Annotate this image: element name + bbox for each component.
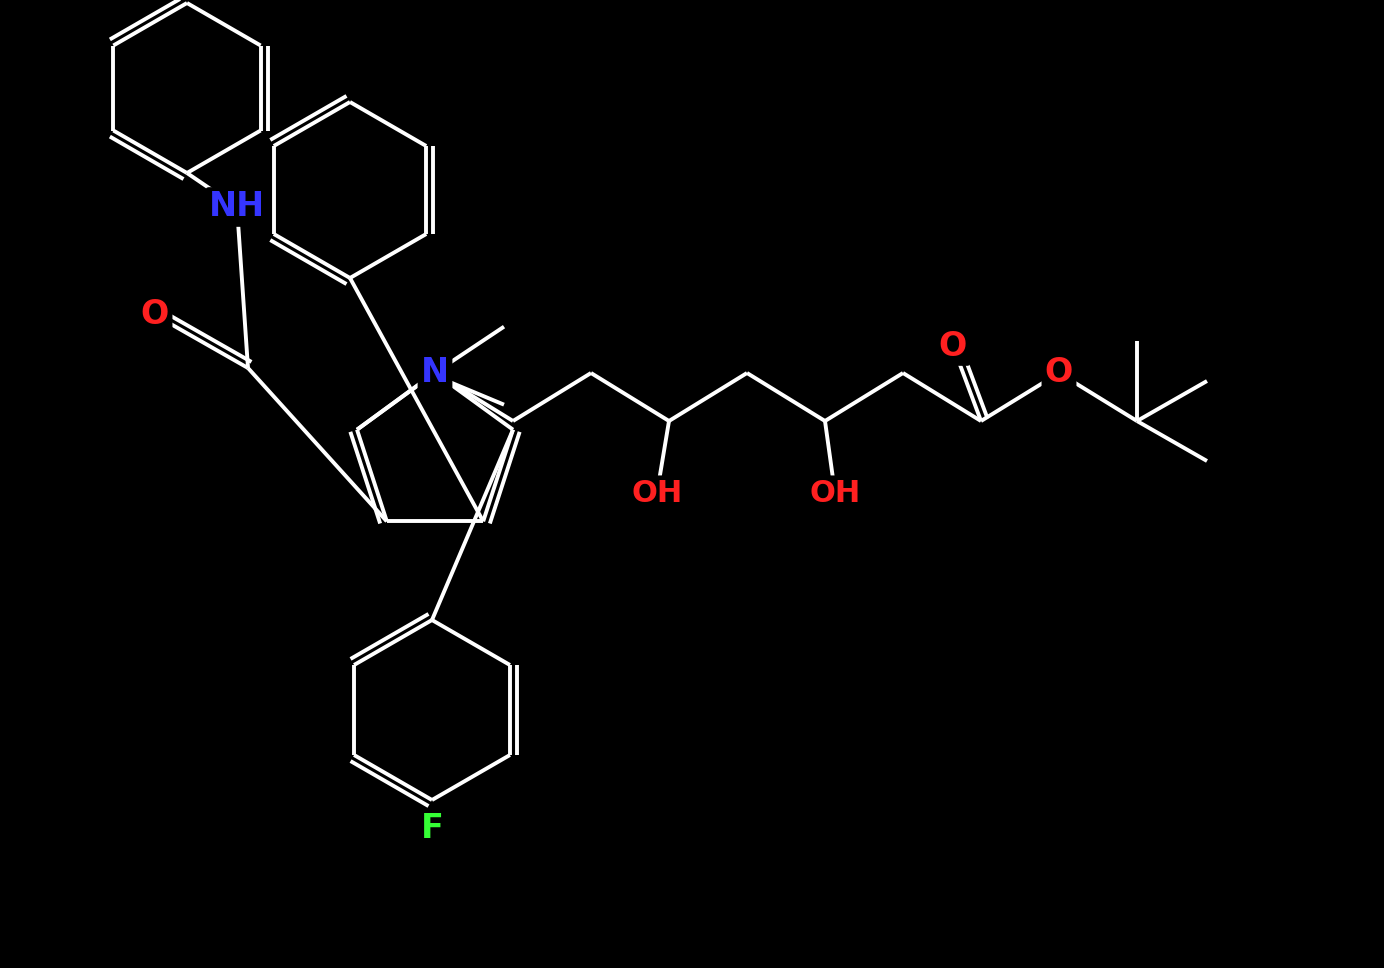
Text: O: O: [938, 329, 967, 362]
Text: OH: OH: [810, 478, 861, 507]
Text: N: N: [421, 356, 448, 389]
Text: NH: NH: [209, 191, 266, 224]
Text: F: F: [421, 811, 443, 844]
Text: O: O: [1045, 356, 1073, 389]
Text: OH: OH: [631, 478, 682, 507]
Text: O: O: [141, 298, 169, 331]
